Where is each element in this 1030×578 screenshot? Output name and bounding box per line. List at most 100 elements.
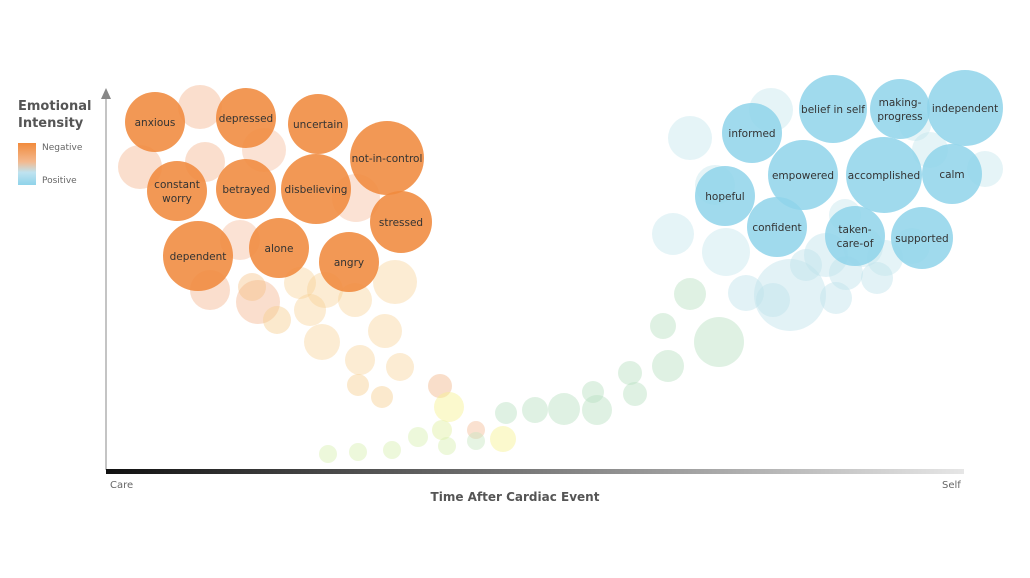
bubble-belief-in-self-label: belief in self xyxy=(801,104,865,116)
trail-bubble xyxy=(668,116,712,160)
y-axis-arrow-icon xyxy=(101,88,111,99)
bubble-taken-care-of-label: care-of xyxy=(837,238,874,250)
legend-title-line2: Intensity xyxy=(18,116,84,131)
bubble-anxious-label: anxious xyxy=(135,117,176,129)
bubble-trail xyxy=(118,85,1003,463)
trail-bubble xyxy=(294,294,326,326)
legend-positive-label: Positive xyxy=(42,176,77,186)
trail-bubble xyxy=(371,386,393,408)
bubble-betrayed-circle xyxy=(216,159,276,219)
trail-bubble xyxy=(319,445,337,463)
trail-bubble xyxy=(467,421,485,439)
bubble-calm: calm xyxy=(922,144,982,204)
trail-bubble xyxy=(408,427,428,447)
trail-bubble xyxy=(495,402,517,424)
legend-negative-label: Negative xyxy=(42,143,83,153)
bubble-stressed-circle xyxy=(370,191,432,253)
trail-bubble xyxy=(548,393,580,425)
trail-bubble xyxy=(652,213,694,255)
bubble-anxious-circle xyxy=(125,92,185,152)
bubble-empowered-label: empowered xyxy=(772,170,834,182)
bubble-uncertain-label: uncertain xyxy=(293,119,343,131)
bubble-supported-label: supported xyxy=(895,233,948,245)
trail-bubble xyxy=(790,249,822,281)
bubble-taken-care-of-label: taken- xyxy=(838,224,871,236)
bubble-accomplished-circle xyxy=(846,137,922,213)
bubble-alone-circle xyxy=(249,218,309,278)
bubble-angry: angry xyxy=(319,232,379,292)
legend-gradient-bar xyxy=(18,143,36,185)
bubble-betrayed: betrayed xyxy=(216,159,276,219)
trail-bubble xyxy=(618,361,642,385)
legend-title: Emotional Intensity xyxy=(18,98,108,132)
trail-bubble xyxy=(522,397,548,423)
bubble-calm-label: calm xyxy=(939,169,964,181)
x-axis xyxy=(106,469,964,474)
bubble-confident-label: confident xyxy=(752,222,801,234)
trail-bubble xyxy=(236,280,280,324)
bubble-depressed: depressed xyxy=(216,88,276,148)
bubble-depressed-circle xyxy=(216,88,276,148)
bubble-making-progress: making-progress xyxy=(870,79,930,139)
bubble-hopeful-label: hopeful xyxy=(705,191,744,203)
trail-bubble xyxy=(178,85,222,129)
trail-bubble xyxy=(347,374,369,396)
trail-bubble xyxy=(428,374,452,398)
bubble-constant-worry-label: worry xyxy=(162,193,192,205)
bubble-dependent: dependent xyxy=(163,221,233,291)
trail-bubble xyxy=(702,228,750,276)
bubble-supported-circle xyxy=(891,207,953,269)
trail-bubble xyxy=(623,382,647,406)
trail-bubble xyxy=(861,262,893,294)
bubble-not-in-control: not-in-control xyxy=(350,121,424,195)
bubble-empowered: empowered xyxy=(768,140,838,210)
bubble-disbelieving-label: disbelieving xyxy=(285,184,348,196)
bubble-stressed: stressed xyxy=(370,191,432,253)
bubble-informed-label: informed xyxy=(728,128,775,140)
bubble-anxious: anxious xyxy=(125,92,185,152)
bubble-making-progress-circle xyxy=(870,79,930,139)
bubble-empowered-circle xyxy=(768,140,838,210)
bubble-taken-care-of-circle xyxy=(825,206,885,266)
trail-bubble xyxy=(386,353,414,381)
trail-bubble xyxy=(728,275,764,311)
trail-bubble xyxy=(345,345,375,375)
bubble-making-progress-label: making- xyxy=(879,97,922,109)
bubble-independent-circle xyxy=(927,70,1003,146)
trail-bubble xyxy=(674,278,706,310)
bubble-constant-worry: constant worry xyxy=(147,161,207,221)
x-axis-end-label: Self xyxy=(942,480,961,491)
trail-bubble xyxy=(582,395,612,425)
trail-bubble xyxy=(373,260,417,304)
bubble-depressed-label: depressed xyxy=(219,113,273,125)
bubble-betrayed-label: betrayed xyxy=(222,184,269,196)
trail-bubble xyxy=(754,259,826,331)
x-axis-title: Time After Cardiac Event xyxy=(430,490,600,504)
axes xyxy=(101,88,964,474)
trail-bubble xyxy=(652,350,684,382)
trail-bubble xyxy=(349,443,367,461)
trail-bubble xyxy=(383,441,401,459)
bubble-accomplished-label: accomplished xyxy=(848,170,920,182)
bubble-hopeful: hopeful xyxy=(695,166,755,226)
trail-bubble xyxy=(756,283,790,317)
trail-bubble xyxy=(432,420,452,440)
trail-bubble xyxy=(238,273,266,301)
bubble-uncertain-circle xyxy=(288,94,348,154)
bubble-not-in-control-label: not-in-control xyxy=(352,153,423,165)
bubble-alone-label: alone xyxy=(265,243,294,255)
trail-bubble xyxy=(304,324,340,360)
bubble-confident: confident xyxy=(747,197,807,257)
bubble-disbelieving-circle xyxy=(281,154,351,224)
bubble-belief-in-self-circle xyxy=(799,75,867,143)
bubble-making-progress-label: progress xyxy=(877,111,922,123)
bubble-supported: supported xyxy=(891,207,953,269)
bubble-independent-label: independent xyxy=(932,103,998,115)
trail-bubble xyxy=(263,306,291,334)
bubble-angry-label: angry xyxy=(334,257,364,269)
bubble-alone: alone xyxy=(249,218,309,278)
trail-bubble xyxy=(820,282,852,314)
bubble-confident-circle xyxy=(747,197,807,257)
